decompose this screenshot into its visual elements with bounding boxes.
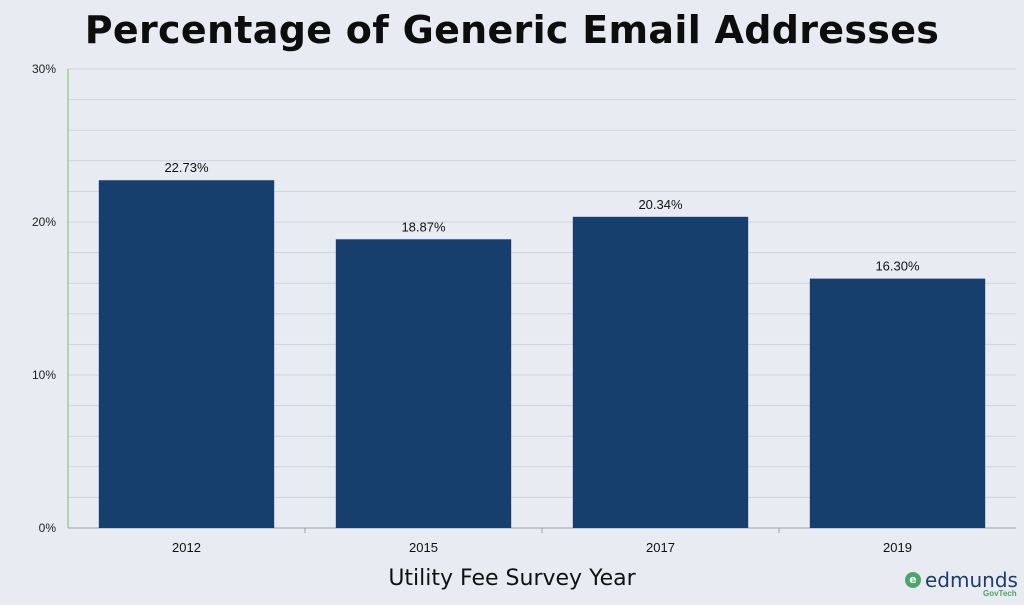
y-tick-label: 20% xyxy=(32,215,56,229)
x-tick-label: 2012 xyxy=(172,540,201,555)
y-tick-label: 0% xyxy=(39,521,57,535)
y-tick-label: 10% xyxy=(32,368,56,382)
x-tick-label: 2017 xyxy=(646,540,675,555)
edmunds-logo: e edmunds GovTech xyxy=(905,568,1018,600)
e-logo-icon: e xyxy=(905,572,921,588)
data-label: 18.87% xyxy=(401,219,446,234)
bar-2015 xyxy=(335,239,512,528)
bars xyxy=(98,180,986,528)
bar-2019 xyxy=(809,278,986,528)
x-axis-label: Utility Fee Survey Year xyxy=(388,566,636,591)
data-label: 16.30% xyxy=(875,259,920,274)
bar-2012 xyxy=(98,180,275,528)
labels: 0% 10% 20% 30% 22.73% 2012 18.87% 2015 20.34% 201… xyxy=(32,62,920,555)
x-tick-label: 2015 xyxy=(409,540,438,555)
x-tick-label: 2019 xyxy=(883,540,912,555)
brand-subtitle: GovTech xyxy=(983,589,1017,598)
brand-name: edmunds xyxy=(925,568,1018,592)
bar-2017 xyxy=(572,216,749,528)
data-label: 20.34% xyxy=(638,197,683,212)
y-tick-label: 30% xyxy=(32,62,56,76)
chart-title: Percentage of Generic Email Addresses xyxy=(84,8,940,52)
data-label: 22.73% xyxy=(164,160,209,175)
